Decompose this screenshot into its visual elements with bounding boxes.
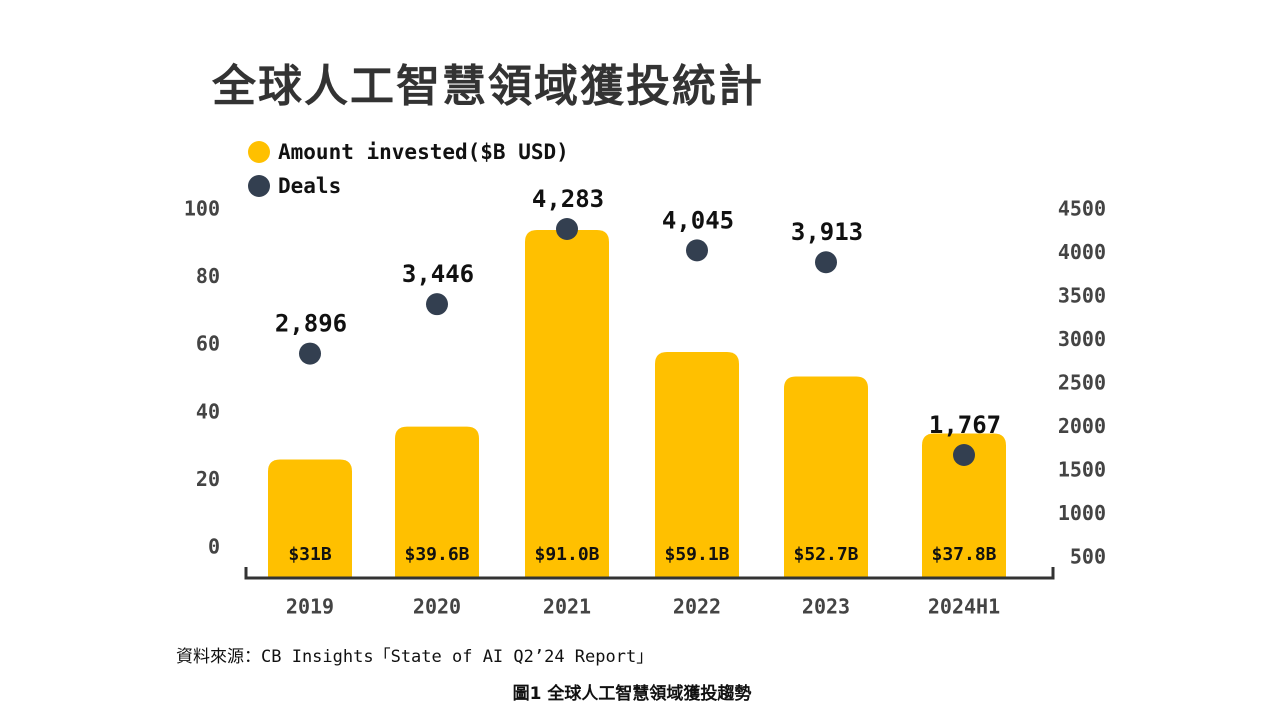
left-axis-tick-label: 20 — [196, 467, 220, 491]
bar — [784, 376, 868, 578]
right-axis-tick-label: 3500 — [1058, 284, 1106, 308]
left-axis-tick-label: 60 — [196, 332, 220, 356]
left-axis-tick-label: 100 — [184, 197, 220, 221]
bar — [525, 230, 609, 578]
figure-caption: 圖1 全球人工智慧領域獲投趨勢 — [512, 684, 752, 704]
left-axis-tick-label: 0 — [208, 535, 220, 559]
bar — [922, 433, 1006, 578]
legend-item-amount: Amount invested($B USD) — [248, 138, 569, 166]
deals-data-label: 4,283 — [532, 185, 604, 213]
bar — [268, 459, 352, 578]
deals-point — [426, 293, 448, 316]
bar — [655, 351, 739, 578]
legend-label-deals: Deals — [278, 174, 342, 198]
right-axis-tick-label: 1500 — [1058, 458, 1106, 482]
right-axis-tick-label: 500 — [1070, 545, 1106, 569]
legend-swatch-amount — [248, 141, 270, 163]
deals-data-label: 3,446 — [402, 260, 474, 288]
bar-data-label: $59.1B — [664, 544, 729, 565]
deals-point — [953, 444, 975, 466]
x-axis-tick-label: 2024H1 — [928, 595, 1000, 619]
bar-data-label: $52.7B — [793, 544, 858, 565]
legend-item-deals: Deals — [248, 172, 341, 200]
right-axis-tick-label: 4000 — [1058, 240, 1106, 264]
left-axis-tick-label: 40 — [196, 399, 220, 423]
x-axis-tick-label: 2019 — [286, 595, 334, 619]
x-axis-line — [244, 567, 1055, 580]
chart-title: 全球人工智慧領域獲投統計 — [212, 61, 764, 112]
deals-data-label: 1,767 — [929, 411, 1001, 439]
deals-data-label: 2,896 — [275, 310, 347, 338]
bar-data-label: $39.6B — [404, 544, 469, 565]
left-axis-tick-label: 80 — [196, 264, 220, 288]
bar-data-label: $91.0B — [534, 544, 599, 565]
deals-point — [556, 218, 578, 240]
bar-data-label: $37.8B — [931, 544, 996, 565]
legend-swatch-deals — [248, 175, 270, 197]
legend-label-amount: Amount invested($B USD) — [278, 140, 569, 164]
deals-point — [299, 342, 321, 365]
bar-data-label: $31B — [288, 544, 332, 565]
deals-point — [815, 251, 837, 274]
right-axis-tick-label: 2500 — [1058, 371, 1106, 395]
right-axis-tick-label: 1000 — [1058, 501, 1106, 525]
deals-point — [686, 239, 708, 262]
x-axis-tick-label: 2022 — [673, 595, 721, 619]
right-axis-tick-label: 3000 — [1058, 327, 1106, 351]
source-note: 資料來源：CB Insights「State of AI Q2’24 Repor… — [176, 647, 654, 667]
bar — [395, 426, 479, 578]
right-axis-tick-label: 2000 — [1058, 414, 1106, 438]
deals-data-label: 3,913 — [791, 218, 863, 246]
x-axis-tick-label: 2021 — [543, 595, 591, 619]
deals-data-label: 4,045 — [662, 206, 734, 234]
x-axis-tick-label: 2023 — [802, 595, 850, 619]
right-axis-tick-label: 4500 — [1058, 197, 1106, 221]
x-axis-tick-label: 2020 — [413, 595, 461, 619]
